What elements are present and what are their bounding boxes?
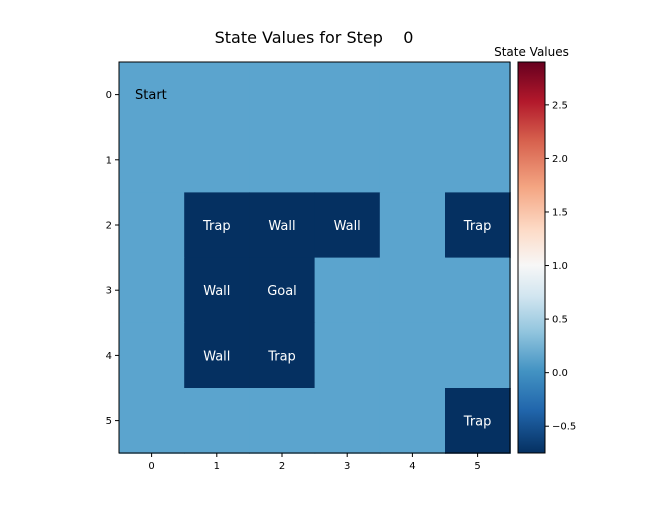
- y-tick-label: 3: [106, 286, 112, 297]
- x-tick-label: 2: [279, 461, 285, 472]
- cell-label: Trap: [463, 415, 492, 430]
- cell-label: Wall: [203, 349, 230, 364]
- x-tick-label: 4: [409, 461, 415, 472]
- heatmap-cell: [379, 322, 446, 389]
- heatmap-cell: [119, 62, 185, 128]
- heatmap-cell: [314, 388, 381, 454]
- cell-label: Trap: [202, 219, 231, 234]
- y-tick-label: 0: [106, 90, 112, 101]
- colorbar-tick-label: 1.0: [552, 261, 568, 272]
- heatmap-cell: [249, 192, 316, 259]
- heatmap-cell: [314, 192, 381, 259]
- cell-label: Start: [135, 88, 167, 103]
- cell-label: Trap: [463, 219, 492, 234]
- x-tick-label: 3: [344, 461, 350, 472]
- y-tick-label: 5: [106, 416, 112, 427]
- heatmap-cell: [119, 192, 185, 259]
- cell-annotations: Start Trap Wall Wall Trap Wall Goal Wall Trap Tra…: [135, 88, 491, 430]
- colorbar-tick-label: 0.5: [552, 315, 568, 326]
- heatmap-cell: [119, 322, 185, 389]
- colorbar-tick-label: 2.5: [552, 100, 568, 111]
- colorbar-tick-label: 1.5: [552, 207, 568, 218]
- heatmap-cell: [379, 388, 446, 454]
- heatmap-cell: [184, 322, 250, 389]
- colorbar-frame: [517, 61, 546, 454]
- y-tick-label: 2: [106, 221, 112, 232]
- x-axis-ticks: 0 1 2 3 4 5: [148, 453, 481, 472]
- y-axis-ticks: 0 1 2 3 4 5: [106, 90, 119, 427]
- heatmap-cell: [379, 257, 446, 324]
- heatmap-cell: [379, 192, 446, 259]
- heatmap-cell: [314, 127, 381, 193]
- heatmap-cell: [184, 62, 250, 128]
- cell-label: Trap: [267, 349, 296, 364]
- heatmap-cell: [379, 127, 446, 193]
- colorbar-tick-label: 2.0: [552, 154, 568, 165]
- cell-label: Goal: [267, 284, 297, 299]
- heatmap-cell: [379, 62, 446, 128]
- cell-label: Wall: [203, 284, 230, 299]
- heatmap-cell: [184, 388, 250, 454]
- chart-title: State Values for Step 0: [215, 28, 414, 47]
- y-tick-label: 1: [106, 155, 112, 166]
- x-tick-label: 1: [214, 461, 220, 472]
- heatmap-cell: [314, 257, 381, 324]
- x-tick-label: 5: [474, 461, 480, 472]
- heatmap-cell: [249, 388, 316, 454]
- heatmap-cell: [445, 127, 511, 193]
- colorbar-ticks: −0.5 0.0 0.5 1.0 1.5 2.0 2.5: [545, 100, 576, 433]
- heatmap-cells: [119, 62, 511, 454]
- colorbar-title: State Values: [494, 45, 569, 59]
- heatmap-cell: [314, 62, 381, 128]
- heatmap-cell: [184, 192, 250, 259]
- colorbar-tick-label: −0.5: [552, 422, 576, 433]
- cell-label: Wall: [334, 219, 361, 234]
- heatmap-cell: [184, 257, 250, 324]
- heatmap-cell: [119, 388, 185, 454]
- heatmap-cell: [445, 257, 511, 324]
- plot-frame: [118, 61, 511, 454]
- heatmap-cell: [249, 257, 316, 324]
- heatmap-cell: [445, 388, 511, 454]
- heatmap-cell: [249, 322, 316, 389]
- heatmap-cell: [249, 127, 316, 193]
- heatmap-cell: [119, 127, 185, 193]
- cell-label: Wall: [268, 219, 295, 234]
- heatmap-cell: [314, 322, 381, 389]
- heatmap-cell: [119, 257, 185, 324]
- heatmap-cell: [445, 192, 511, 259]
- heatmap-cell: [249, 62, 316, 128]
- heatmap-cell: [184, 127, 250, 193]
- colorbar-tick-label: 0.0: [552, 368, 568, 379]
- y-tick-label: 4: [106, 351, 112, 362]
- heatmap-cell: [445, 62, 511, 128]
- x-tick-label: 0: [148, 461, 154, 472]
- colorbar-gradient: [518, 62, 545, 453]
- heatmap-cell: [445, 322, 511, 389]
